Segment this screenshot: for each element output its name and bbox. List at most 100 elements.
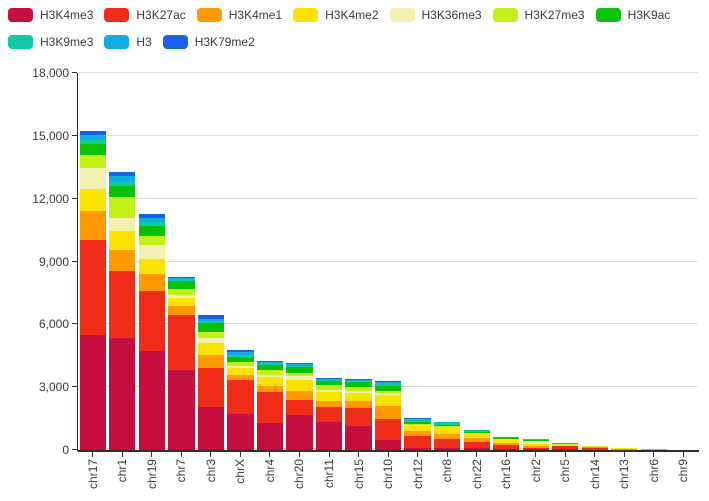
bar-segment-H3-chr15[interactable]	[345, 380, 372, 382]
bar-segment-H3K4me3-chr16[interactable]	[493, 448, 520, 450]
bar-segment-H3K9me3-chr7[interactable]	[168, 279, 195, 281]
bar-segment-H3K27ac-chrX[interactable]	[227, 380, 254, 414]
bar-segment-H3K79me2-chr15[interactable]	[345, 379, 372, 381]
bar-chr8[interactable]	[434, 421, 461, 450]
bar-segment-H3K27me3-chr15[interactable]	[345, 386, 372, 391]
legend-item-H3K27ac[interactable]: H3K27ac	[104, 8, 186, 22]
bar-segment-H3K4me1-chr2[interactable]	[522, 446, 549, 448]
bar-segment-H3K9ac-chr1[interactable]	[109, 185, 136, 197]
bar-chr10[interactable]	[374, 381, 402, 450]
bar-segment-H3K4me1-chr22[interactable]	[463, 438, 490, 442]
bar-segment-H3K4me2-chr12[interactable]	[404, 426, 431, 432]
bar-chr15[interactable]	[345, 379, 372, 450]
bar-chr19[interactable]	[138, 213, 165, 450]
bar-segment-H3K79me2-chrX[interactable]	[227, 349, 254, 353]
bar-segment-H3K36me3-chr12[interactable]	[404, 425, 431, 427]
bar-segment-H3K4me1-chr12[interactable]	[404, 431, 431, 437]
bar-segment-H3K36me3-chr1[interactable]	[109, 217, 136, 231]
bar-segment-H3K79me2-chr3[interactable]	[197, 315, 225, 319]
bar-segment-H3K9ac-chr4[interactable]	[256, 364, 284, 371]
bar-segment-H3K4me3-chr7[interactable]	[168, 369, 195, 450]
bar-segment-H3K9me3-chr15[interactable]	[345, 381, 372, 383]
bar-segment-H3K79me2-chr4[interactable]	[256, 361, 284, 363]
bar-segment-H3K9me3-chr8[interactable]	[434, 422, 461, 425]
bar-segment-H3K27me3-chr19[interactable]	[138, 235, 165, 245]
bar-segment-H3K9ac-chr22[interactable]	[463, 431, 490, 433]
bar-segment-H3K9me3-chrX[interactable]	[227, 354, 254, 357]
bar-segment-H3K4me3-chr10[interactable]	[374, 439, 402, 450]
bar-segment-H3K27me3-chr10[interactable]	[374, 390, 402, 394]
bar-chr20[interactable]	[286, 362, 313, 450]
bar-segment-H3K27ac-chr2[interactable]	[522, 447, 549, 450]
bar-segment-H3K27ac-chr11[interactable]	[315, 407, 343, 422]
bar-segment-H3K27me3-chr2[interactable]	[522, 440, 549, 442]
bar-segment-H3K4me3-chr1[interactable]	[109, 337, 136, 450]
bar-segment-H3K36me3-chr19[interactable]	[138, 244, 165, 260]
legend-item-H3[interactable]: H3	[104, 35, 152, 49]
bar-segment-H3K27me3-chr17[interactable]	[79, 155, 106, 168]
bar-segment-H3K27me3-chr8[interactable]	[434, 425, 461, 427]
bar-segment-H3K9ac-chr7[interactable]	[168, 280, 195, 290]
bar-segment-H3K4me2-chr3[interactable]	[197, 342, 225, 356]
bar-chr17[interactable]	[79, 131, 106, 450]
bar-chr4[interactable]	[256, 361, 284, 450]
bar-segment-H3K27me3-chr7[interactable]	[168, 289, 195, 295]
bar-segment-H3K4me1-chr7[interactable]	[168, 305, 195, 315]
bar-segment-H3K36me3-chr2[interactable]	[522, 441, 549, 445]
bar-segment-H3K36me3-chr22[interactable]	[463, 433, 490, 435]
bar-segment-H3K27ac-chr10[interactable]	[374, 418, 402, 440]
legend-item-H3K27me3[interactable]: H3K27me3	[492, 8, 585, 22]
bar-segment-H3K4me3-chr17[interactable]	[79, 335, 106, 450]
bar-segment-H3K27me3-chr11[interactable]	[315, 385, 343, 390]
bar-segment-H3K4me3-chrX[interactable]	[227, 413, 254, 450]
bar-chrX[interactable]	[227, 349, 254, 450]
bar-segment-H3K4me1-chr17[interactable]	[79, 210, 106, 240]
bar-segment-H3K4me2-chr16[interactable]	[493, 439, 520, 443]
bar-segment-H3K36me3-chr17[interactable]	[79, 168, 106, 189]
bar-segment-H3-chrX[interactable]	[227, 352, 254, 355]
bar-segment-H3K27ac-chr17[interactable]	[79, 239, 106, 336]
bar-chr14[interactable]	[581, 446, 608, 450]
bar-segment-H3K4me1-chr10[interactable]	[374, 406, 402, 419]
bar-segment-H3K4me1-chr4[interactable]	[256, 385, 284, 393]
bar-chr6[interactable]	[640, 448, 667, 450]
bar-segment-H3K27ac-chr22[interactable]	[463, 441, 490, 449]
bar-segment-H3-chr19[interactable]	[138, 217, 165, 223]
bar-segment-H3K9me3-chr19[interactable]	[138, 222, 165, 226]
bar-segment-H3K4me2-chr13[interactable]	[611, 448, 638, 449]
bar-segment-H3K36me3-chr10[interactable]	[374, 393, 402, 396]
bar-segment-H3K27me3-chr12[interactable]	[404, 423, 431, 426]
bar-segment-H3K79me2-chr20[interactable]	[286, 362, 313, 365]
bar-segment-H3-chr4[interactable]	[256, 362, 284, 364]
bar-segment-H3K4me2-chr20[interactable]	[286, 379, 313, 392]
bar-segment-H3K9ac-chr3[interactable]	[197, 323, 225, 333]
bar-segment-H3K9ac-chr16[interactable]	[493, 438, 520, 439]
bar-segment-H3K9ac-chr17[interactable]	[79, 144, 106, 156]
bar-segment-H3K4me3-chr12[interactable]	[404, 447, 431, 450]
bar-segment-H3-chr12[interactable]	[404, 418, 431, 420]
legend-item-H3K9ac[interactable]: H3K9ac	[595, 8, 670, 22]
bar-segment-H3K79me2-chr11[interactable]	[315, 377, 343, 379]
bar-segment-H3K27ac-chr19[interactable]	[138, 290, 165, 351]
bar-segment-H3K9ac-chr5[interactable]	[552, 443, 579, 445]
bar-segment-H3K4me2-chr7[interactable]	[168, 298, 195, 306]
bar-segment-H3K27ac-chr14[interactable]	[581, 447, 608, 450]
bar-segment-H3K79me2-chr17[interactable]	[79, 131, 106, 136]
bar-segment-H3K4me2-chr17[interactable]	[79, 188, 106, 211]
bar-segment-H3-chr17[interactable]	[79, 135, 106, 140]
bar-segment-H3-chr1[interactable]	[109, 175, 136, 181]
bar-segment-H3K27me3-chr20[interactable]	[286, 372, 313, 377]
bar-segment-H3K4me1-chrX[interactable]	[227, 375, 254, 381]
bar-chr2[interactable]	[522, 438, 549, 450]
bar-segment-H3K4me2-chrX[interactable]	[227, 368, 254, 376]
bar-segment-H3K79me2-chr10[interactable]	[374, 381, 402, 382]
bar-segment-H3K9ac-chr12[interactable]	[404, 422, 431, 424]
bar-chr7[interactable]	[168, 276, 195, 450]
bar-segment-H3K36me3-chr16[interactable]	[493, 439, 520, 440]
bar-segment-H3K27ac-chr16[interactable]	[493, 445, 520, 449]
bar-segment-H3K36me3-chr15[interactable]	[345, 390, 372, 393]
bar-segment-H3K36me3-chr11[interactable]	[315, 389, 343, 393]
bar-segment-H3K4me3-chr8[interactable]	[434, 447, 461, 450]
bar-segment-H3K27ac-chr7[interactable]	[168, 314, 195, 370]
bar-segment-H3K4me2-chr4[interactable]	[256, 377, 284, 386]
